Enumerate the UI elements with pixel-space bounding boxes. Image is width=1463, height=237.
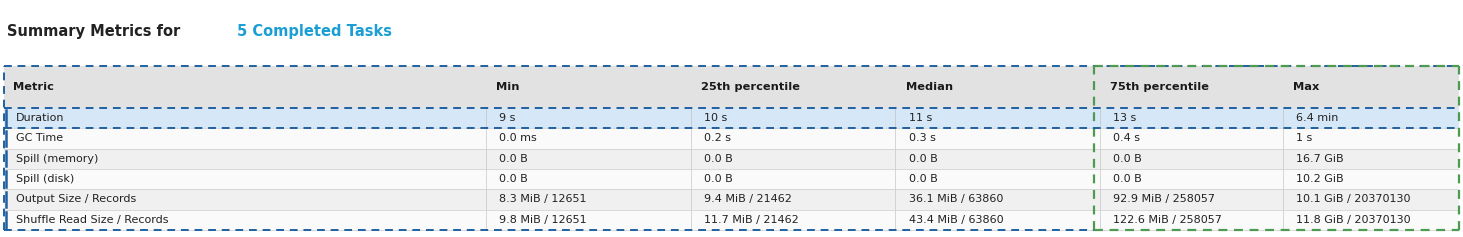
Text: 92.9 MiB / 258057: 92.9 MiB / 258057	[1113, 194, 1216, 204]
Text: 0.0 B: 0.0 B	[1113, 174, 1143, 184]
Text: 43.4 MiB / 63860: 43.4 MiB / 63860	[909, 215, 1004, 225]
Text: 8.3 MiB / 12651: 8.3 MiB / 12651	[499, 194, 587, 204]
Text: 0.2 s: 0.2 s	[704, 133, 730, 143]
Bar	[4, 169, 1459, 189]
Text: 10.1 GiB / 20370130: 10.1 GiB / 20370130	[1296, 194, 1410, 204]
Text: Median: Median	[906, 82, 952, 92]
Text: 0.3 s: 0.3 s	[909, 133, 935, 143]
Text: 0.0 B: 0.0 B	[704, 174, 733, 184]
Text: 0.0 ms: 0.0 ms	[499, 133, 537, 143]
Text: 11 s: 11 s	[909, 113, 932, 123]
Text: 9.4 MiB / 21462: 9.4 MiB / 21462	[704, 194, 791, 204]
Text: 0.0 B: 0.0 B	[909, 174, 938, 184]
Bar	[4, 189, 1459, 210]
Text: 6.4 min: 6.4 min	[1296, 113, 1339, 123]
Text: Output Size / Records: Output Size / Records	[16, 194, 136, 204]
Bar	[4, 108, 1459, 128]
Bar	[4, 149, 1459, 169]
Text: 0.0 B: 0.0 B	[909, 154, 938, 164]
Text: 11.8 GiB / 20370130: 11.8 GiB / 20370130	[1296, 215, 1410, 225]
Text: Metric: Metric	[13, 82, 54, 92]
Text: Min: Min	[496, 82, 519, 92]
Text: 9 s: 9 s	[499, 113, 515, 123]
Bar	[4, 128, 1459, 149]
Text: 5 Completed Tasks: 5 Completed Tasks	[237, 24, 392, 39]
Text: 9.8 MiB / 12651: 9.8 MiB / 12651	[499, 215, 587, 225]
Text: 0.0 B: 0.0 B	[499, 174, 528, 184]
Text: 122.6 MiB / 258057: 122.6 MiB / 258057	[1113, 215, 1222, 225]
Text: 36.1 MiB / 63860: 36.1 MiB / 63860	[909, 194, 1004, 204]
Text: Duration: Duration	[16, 113, 64, 123]
Text: 75th percentile: 75th percentile	[1110, 82, 1210, 92]
Text: 0.0 B: 0.0 B	[499, 154, 528, 164]
Text: Spill (memory): Spill (memory)	[16, 154, 98, 164]
Text: 1 s: 1 s	[1296, 133, 1312, 143]
Text: GC Time: GC Time	[16, 133, 63, 143]
Text: 10 s: 10 s	[704, 113, 727, 123]
Text: 11.7 MiB / 21462: 11.7 MiB / 21462	[704, 215, 799, 225]
Text: Spill (disk): Spill (disk)	[16, 174, 75, 184]
Bar	[4, 66, 1459, 108]
Text: 16.7 GiB: 16.7 GiB	[1296, 154, 1344, 164]
Bar	[4, 210, 1459, 230]
Text: 13 s: 13 s	[1113, 113, 1137, 123]
Text: 0.4 s: 0.4 s	[1113, 133, 1140, 143]
Text: 25th percentile: 25th percentile	[701, 82, 800, 92]
Text: Shuffle Read Size / Records: Shuffle Read Size / Records	[16, 215, 168, 225]
Text: 10.2 GiB: 10.2 GiB	[1296, 174, 1344, 184]
Text: Max: Max	[1293, 82, 1320, 92]
Text: Summary Metrics for: Summary Metrics for	[7, 24, 186, 39]
Text: 0.0 B: 0.0 B	[704, 154, 733, 164]
Text: 0.0 B: 0.0 B	[1113, 154, 1143, 164]
